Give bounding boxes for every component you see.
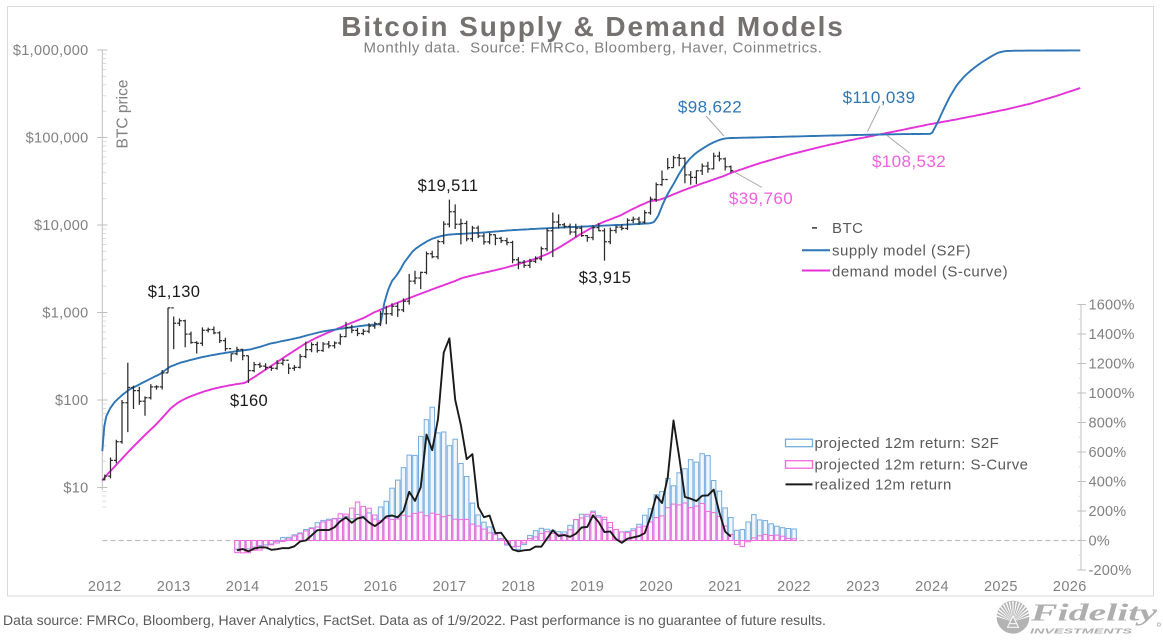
svg-text:$1,000,000: $1,000,000	[13, 43, 89, 59]
svg-text:2012: 2012	[88, 579, 122, 595]
svg-text:Monthly data. Source: FMRCo,: Monthly data. Source: FMRCo, Bloomberg, …	[364, 40, 823, 57]
svg-text:2019: 2019	[570, 579, 604, 595]
svg-text:600%: 600%	[1089, 445, 1127, 461]
svg-text:$110,039: $110,039	[843, 88, 916, 107]
svg-text:0%: 0%	[1089, 534, 1110, 550]
svg-text:2020: 2020	[639, 579, 673, 595]
svg-text:$19,511: $19,511	[418, 177, 479, 195]
svg-text:1000%: 1000%	[1089, 386, 1135, 402]
svg-text:$3,915: $3,915	[579, 269, 632, 287]
svg-text:$10,000: $10,000	[34, 218, 89, 234]
svg-text:$10: $10	[63, 481, 88, 497]
svg-text:$1,130: $1,130	[148, 283, 201, 301]
svg-text:$39,760: $39,760	[729, 189, 793, 208]
svg-text:$108,532: $108,532	[872, 152, 946, 171]
svg-text:projected 12m return: S2F: projected 12m return: S2F	[815, 435, 1000, 452]
svg-text:2024: 2024	[915, 579, 949, 595]
svg-text:2023: 2023	[846, 579, 880, 595]
svg-text:Data source: FMRCo, Bloomberg,: Data source: FMRCo, Bloomberg, Haver Ana…	[3, 612, 826, 628]
svg-text:2017: 2017	[433, 579, 467, 595]
svg-text:realized 12m return: realized 12m return	[815, 477, 952, 494]
svg-text:1400%: 1400%	[1089, 327, 1135, 343]
svg-text:200%: 200%	[1089, 504, 1127, 520]
svg-text:2018: 2018	[501, 579, 535, 595]
svg-text:Fidelity: Fidelity	[1029, 600, 1157, 627]
svg-text:400%: 400%	[1089, 475, 1127, 491]
svg-text:2014: 2014	[226, 579, 260, 595]
svg-text:$100,000: $100,000	[26, 131, 89, 147]
svg-text:demand model (S-curve): demand model (S-curve)	[832, 264, 1008, 281]
svg-text:$98,622: $98,622	[678, 98, 742, 117]
svg-text:$160: $160	[230, 392, 268, 410]
svg-text:-200%: -200%	[1089, 563, 1132, 579]
svg-text:2026: 2026	[1053, 579, 1087, 595]
svg-text:2013: 2013	[157, 579, 191, 595]
svg-text:$100: $100	[55, 393, 88, 409]
svg-text:2021: 2021	[708, 579, 742, 595]
svg-text:BTC: BTC	[832, 220, 864, 237]
svg-text:1200%: 1200%	[1089, 357, 1135, 373]
svg-text:1600%: 1600%	[1089, 298, 1135, 314]
svg-text:2025: 2025	[984, 579, 1018, 595]
svg-text:BTC price: BTC price	[115, 80, 132, 149]
svg-text:$1,000: $1,000	[42, 306, 88, 322]
svg-text:projected 12m return: S-Curve: projected 12m return: S-Curve	[815, 457, 1029, 474]
svg-text:2016: 2016	[364, 579, 398, 595]
svg-text:supply model (S2F): supply model (S2F)	[832, 243, 971, 260]
svg-text:INVESTMENTS: INVESTMENTS	[1030, 627, 1132, 636]
svg-text:2022: 2022	[777, 579, 811, 595]
svg-text:Bitcoin Supply & Demand Models: Bitcoin Supply & Demand Models	[341, 11, 844, 42]
svg-text:2015: 2015	[295, 579, 329, 595]
svg-text:800%: 800%	[1089, 416, 1127, 432]
